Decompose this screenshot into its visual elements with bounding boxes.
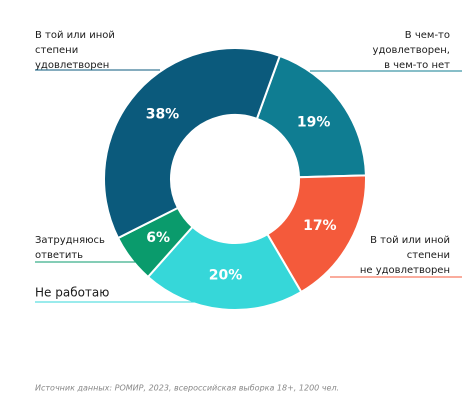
- category-label: Не работаю: [35, 286, 109, 300]
- category-label: В чем-то: [405, 30, 450, 41]
- donut-segment: [255, 54, 367, 179]
- category-label: степени: [35, 45, 78, 56]
- percent-label: 20%: [209, 268, 243, 284]
- category-label: удовлетворен: [35, 60, 109, 71]
- category-label: в чем-то нет: [384, 60, 450, 71]
- category-label: не удовлетворен: [360, 265, 450, 276]
- source-note: Источник данных: РОМИР, 2023, всероссийс…: [35, 384, 339, 393]
- percent-label: 38%: [146, 107, 180, 123]
- percent-label: 19%: [297, 114, 331, 130]
- category-label: степени: [407, 250, 450, 261]
- category-label: Затрудняюсь: [35, 235, 105, 246]
- donut-segment: [103, 47, 282, 240]
- category-label: удовлетворен,: [373, 45, 450, 56]
- percent-label: 17%: [303, 218, 337, 234]
- category-label: В той или иной: [370, 235, 450, 246]
- donut-segment: [146, 225, 303, 311]
- percent-label: 6%: [146, 230, 170, 246]
- category-label: В той или иной: [35, 30, 115, 41]
- category-label: ответить: [35, 250, 83, 261]
